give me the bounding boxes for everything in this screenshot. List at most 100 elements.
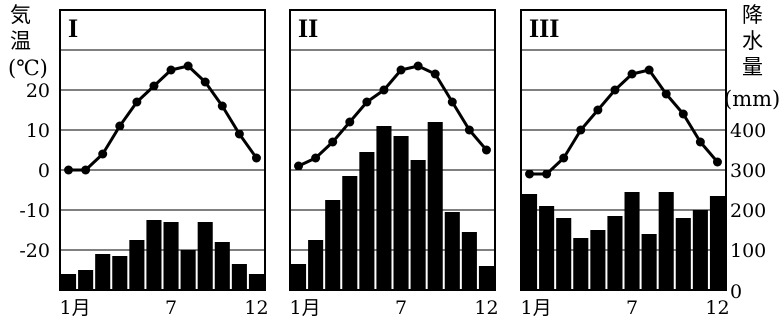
temp-point-month-6 <box>610 85 620 95</box>
precip-bar-month-6 <box>607 216 623 290</box>
precip-bar-month-9 <box>427 122 443 290</box>
precip-bar-month-2 <box>78 270 94 290</box>
precip-bar-month-3 <box>556 218 572 290</box>
temp-point-month-4 <box>345 117 355 127</box>
precip-axis-title-2: 水 <box>742 29 763 53</box>
temp-point-month-6 <box>379 85 389 95</box>
climate-panel-3: III 1月 7 12 <box>520 9 730 319</box>
panel-label: I <box>68 14 78 43</box>
temp-point-month-7 <box>396 65 406 75</box>
precip-bar-month-1 <box>291 264 307 290</box>
precip-bar-month-6 <box>376 126 392 290</box>
temp-axis-title-2: 温 <box>10 29 31 53</box>
temp-point-month-5 <box>132 97 142 107</box>
precip-bar-month-3 <box>325 200 341 290</box>
temp-axis-title-unit: (℃) <box>8 56 48 80</box>
precip-bar-month-4 <box>342 176 358 290</box>
temp-point-month-11 <box>695 137 705 147</box>
temp-point-month-6 <box>149 81 159 91</box>
temp-point-month-3 <box>559 153 569 163</box>
precip-bar-month-10 <box>675 218 691 290</box>
x-tick-label: 1月 <box>521 297 552 319</box>
temp-point-month-3 <box>98 149 108 159</box>
panel-label: II <box>298 14 318 43</box>
x-tick-label: 7 <box>395 297 407 319</box>
precip-bar-month-4 <box>112 256 128 290</box>
temp-point-month-9 <box>661 89 671 99</box>
precip-bar-month-7 <box>624 192 640 290</box>
temp-axis-title-1: 気 <box>10 3 31 27</box>
precip-bar-month-5 <box>590 230 606 290</box>
temp-point-month-5 <box>362 97 372 107</box>
precip-tick-0: 0 <box>730 281 742 303</box>
temp-tick-minus10: -10 <box>19 200 50 222</box>
temp-tick-20: 20 <box>26 80 50 102</box>
temp-point-month-8 <box>183 61 193 71</box>
precip-tick-400: 400 <box>730 120 766 142</box>
temp-point-month-9 <box>430 69 440 79</box>
temp-tick-minus20: -20 <box>19 240 50 262</box>
x-tick-label: 1月 <box>290 297 321 319</box>
x-tick-label: 7 <box>165 297 177 319</box>
temp-point-month-10 <box>678 109 688 119</box>
temp-point-month-1 <box>64 165 74 175</box>
temp-point-month-3 <box>328 137 338 147</box>
precip-bar-month-8 <box>410 160 426 290</box>
temp-point-month-1 <box>525 169 535 179</box>
precip-bar-month-5 <box>129 240 145 290</box>
panels-group: I 1月 7 12 II 1月 7 12 III 1月 7 12 <box>59 9 730 319</box>
precip-bar-month-7 <box>393 136 409 290</box>
temp-tick-0: 0 <box>38 160 50 182</box>
precip-bar-month-10 <box>214 242 230 290</box>
precip-bar-month-5 <box>359 152 375 290</box>
temp-point-month-10 <box>447 97 457 107</box>
panel-frame <box>520 9 727 291</box>
precip-bar-month-6 <box>146 220 162 290</box>
precip-bar-month-11 <box>692 210 708 290</box>
temp-point-month-5 <box>593 105 603 115</box>
precip-bar-month-4 <box>573 238 589 290</box>
climate-panel-2: II 1月 7 12 <box>289 9 499 319</box>
precip-bar-month-10 <box>444 212 460 290</box>
precip-bar-month-2 <box>308 240 324 290</box>
temp-tick-10: 10 <box>26 120 50 142</box>
precip-bar-month-2 <box>539 206 555 290</box>
precip-axis-title-3: 量 <box>742 55 763 79</box>
temp-point-month-4 <box>115 121 125 131</box>
temperature-line <box>529 68 719 176</box>
precip-bar-month-12 <box>709 196 725 290</box>
precip-bar-month-7 <box>163 222 179 290</box>
temp-point-month-8 <box>644 65 654 75</box>
temp-point-month-12 <box>712 157 722 167</box>
temp-point-month-4 <box>576 125 586 135</box>
precip-axis-title-1: 降 <box>742 3 763 27</box>
temp-point-month-9 <box>200 77 210 87</box>
climate-panel-1: I 1月 7 12 <box>59 9 269 319</box>
panel-frame <box>59 9 266 291</box>
panel-label: III <box>529 14 559 43</box>
x-tick-label: 12 <box>705 297 729 319</box>
temp-point-month-11 <box>234 129 244 139</box>
precip-bar-month-8 <box>641 234 657 290</box>
temp-point-month-10 <box>217 101 227 111</box>
precip-bar-month-8 <box>180 250 196 290</box>
temp-point-month-12 <box>251 153 261 163</box>
x-tick-label: 7 <box>626 297 638 319</box>
precip-bar-month-12 <box>478 266 494 290</box>
precip-bar-month-11 <box>231 264 247 290</box>
precip-axis-title-unit: (mm) <box>724 87 779 111</box>
temp-point-month-7 <box>627 69 637 79</box>
x-tick-label: 12 <box>474 297 498 319</box>
temp-point-month-8 <box>413 61 423 71</box>
x-tick-label: 12 <box>244 297 268 319</box>
precip-bar-month-12 <box>248 274 264 290</box>
precip-bar-month-3 <box>95 254 111 290</box>
temp-point-month-1 <box>294 161 304 171</box>
x-tick-label: 1月 <box>60 297 91 319</box>
temp-point-month-2 <box>311 153 321 163</box>
precip-bar-month-9 <box>197 222 213 290</box>
temperature-line <box>68 64 258 172</box>
precip-bar-month-1 <box>61 274 77 290</box>
precip-bar-month-11 <box>461 232 477 290</box>
